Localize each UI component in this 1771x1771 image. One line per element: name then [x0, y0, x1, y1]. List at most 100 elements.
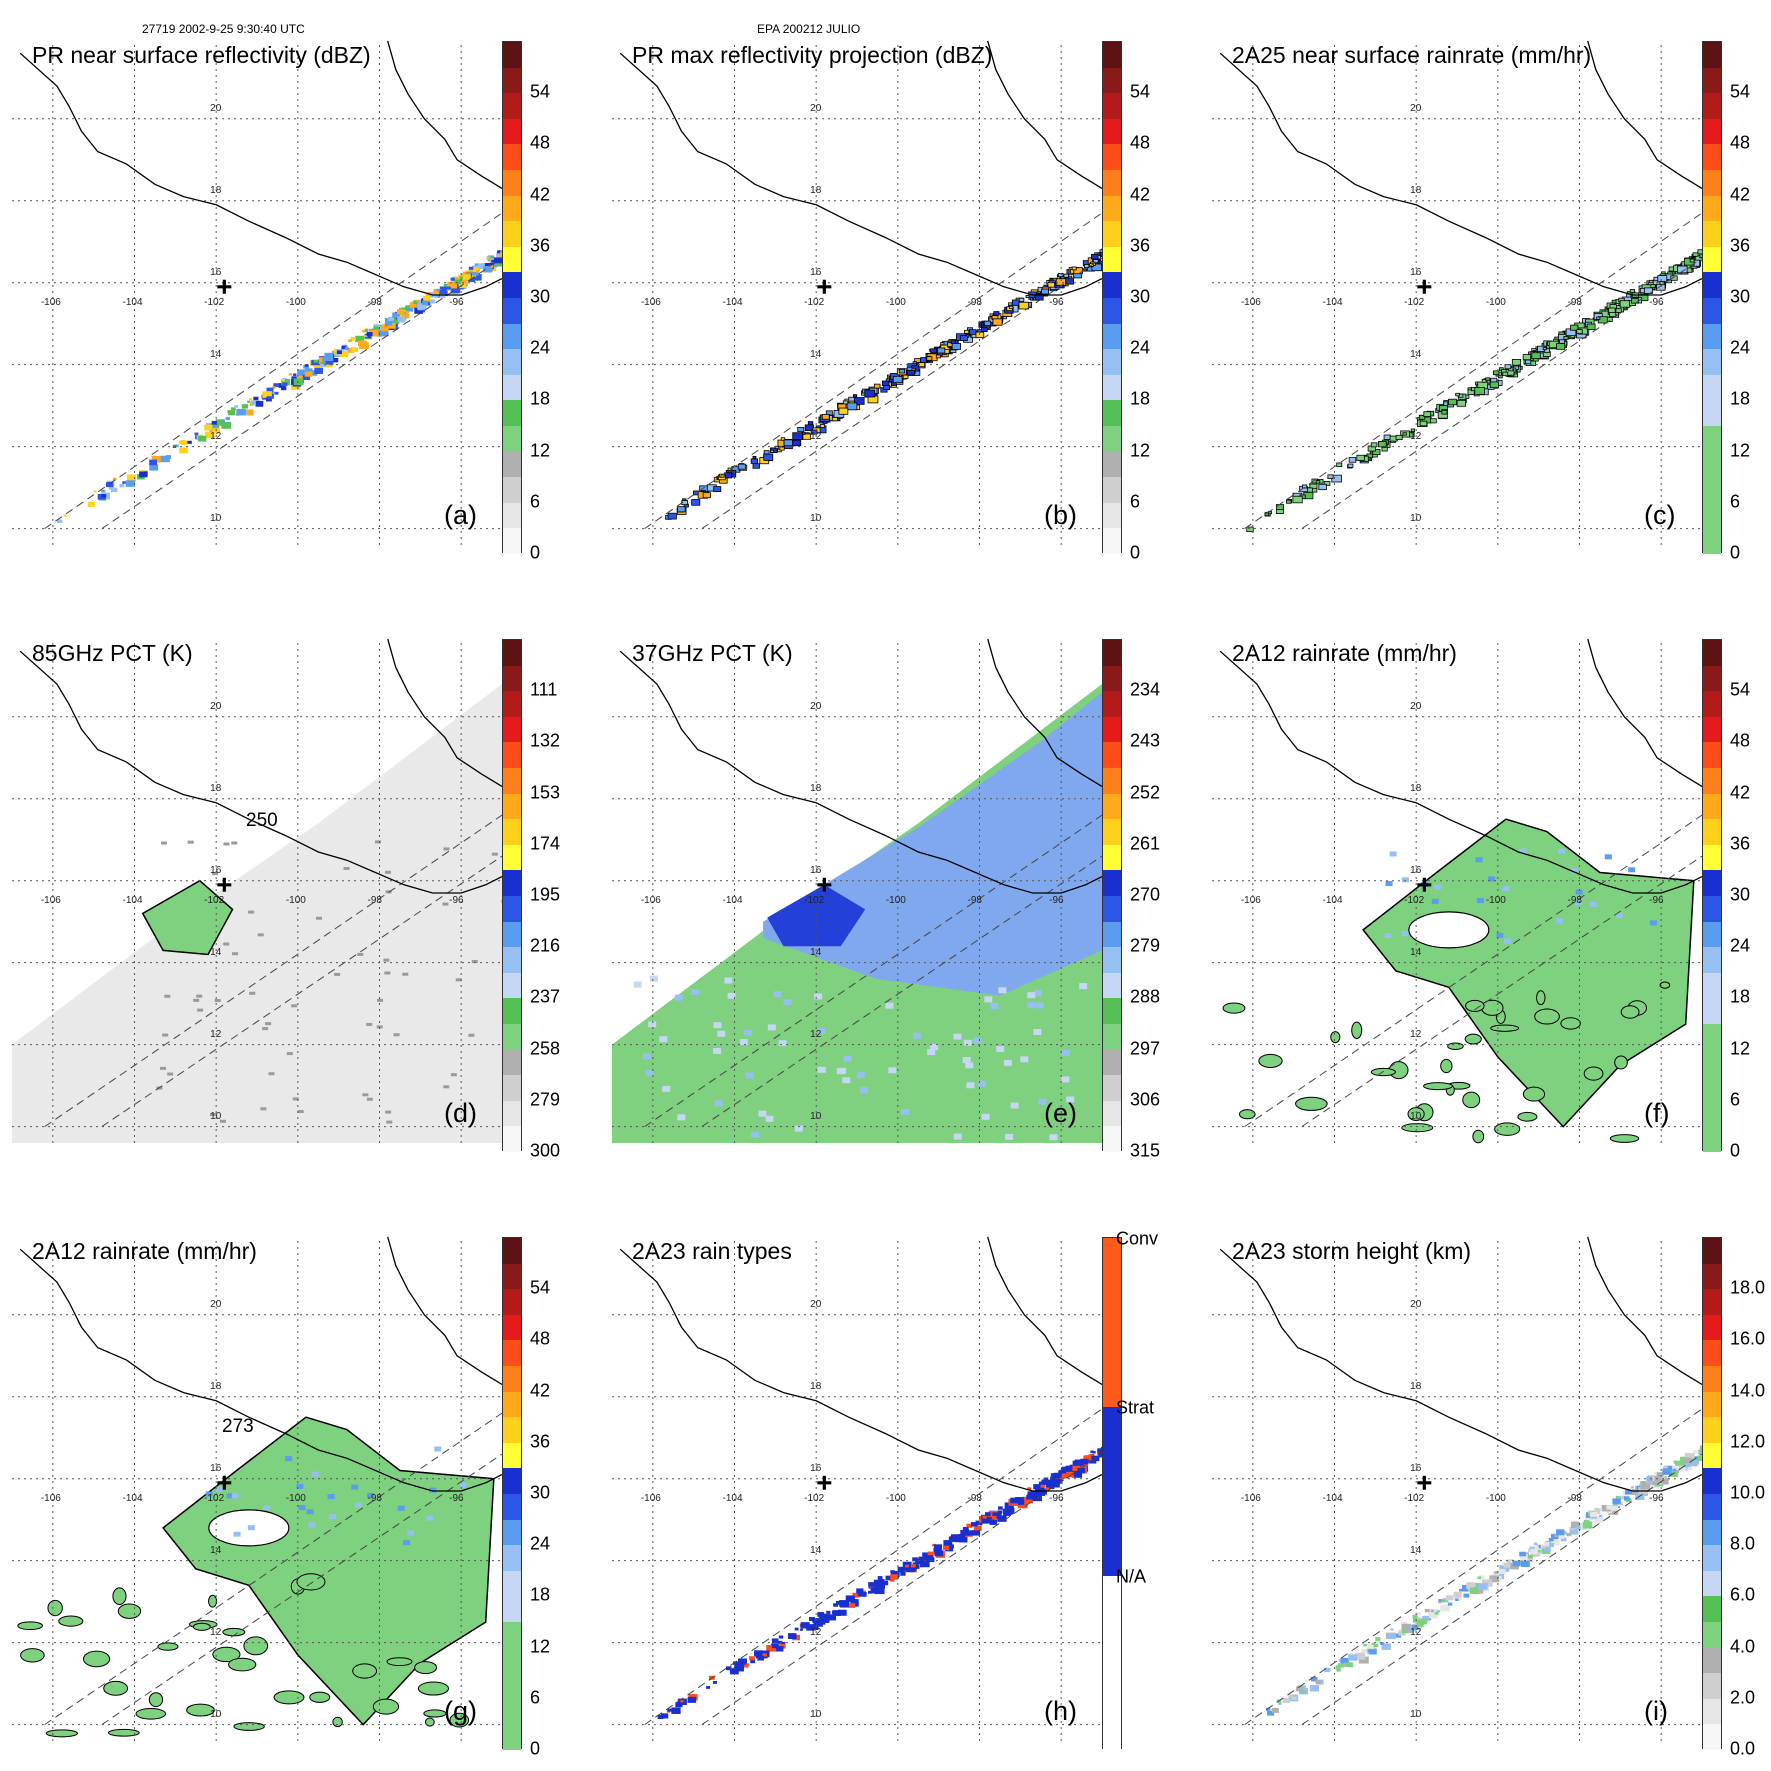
map-canvas-e [612, 638, 1103, 1143]
lon-label: -96 [1049, 894, 1064, 906]
pct-pixel [745, 1072, 754, 1079]
pr-pixel [496, 253, 502, 258]
pr-pixel [348, 339, 353, 343]
colorbar-segment [503, 1049, 521, 1076]
pr-pixel [1453, 1591, 1462, 1598]
rain-pixel [1519, 848, 1527, 854]
pr-pixel [1543, 1541, 1550, 1546]
colorbar-segment [1103, 144, 1121, 171]
rain-cell [20, 1648, 45, 1663]
pr-pixel [1007, 1507, 1012, 1511]
pr-pixel [112, 477, 117, 481]
rain-cell [1614, 1055, 1628, 1070]
rain-pixel [311, 1471, 319, 1477]
pr-pixel [905, 1565, 916, 1573]
pr-pixel [981, 1516, 992, 1524]
lat-label: 14 [210, 946, 222, 958]
pct-core-region [767, 884, 866, 947]
pr-pixel [752, 455, 757, 459]
pct-pixel [767, 1024, 776, 1031]
pct-pixel [645, 1070, 654, 1077]
pr-pixel [325, 359, 334, 365]
pr-pixel [1305, 1679, 1309, 1682]
pr-pixel [309, 370, 318, 376]
pct-pixel [471, 960, 478, 964]
colorbar-tick: 24 [1730, 337, 1751, 358]
pct-pixel [758, 1110, 767, 1117]
pct-pixel [249, 991, 256, 995]
pct-pixel [713, 1048, 722, 1055]
colorbar-segment [1703, 819, 1721, 846]
colorbar-segment [1103, 195, 1121, 222]
pr-pixel [1498, 1568, 1506, 1575]
rain-cell [1440, 1058, 1453, 1074]
colorbar-tick: 12.0 [1730, 1431, 1766, 1452]
lon-label: -106 [40, 296, 61, 308]
pct-pixel [778, 1040, 787, 1047]
colorbar-segment [1703, 768, 1721, 795]
lat-label: 16 [210, 864, 222, 876]
pct-pixel [219, 1119, 226, 1123]
pr-pixel [1650, 284, 1656, 289]
colorbar-tick: 237 [530, 986, 561, 1007]
lat-label: 12 [1410, 430, 1422, 442]
rain-cell [273, 1690, 305, 1705]
colorbar-tick: 2.0 [1730, 1687, 1756, 1708]
pr-pixel [486, 256, 490, 259]
pr-pixel [1643, 287, 1653, 294]
pr-pixel [417, 303, 427, 310]
pct-pixel [927, 1049, 936, 1056]
colorbar-tick: 261 [1130, 833, 1161, 854]
pr-pixel [180, 440, 186, 444]
map-panel-g: 20 18 16 14 12 10 -106 -104 -102 -100 -98 -96 273 2A1… [0, 1196, 560, 1759]
pr-pixel [211, 420, 217, 425]
colorbar-segment [1103, 528, 1121, 555]
lat-label: 18 [810, 782, 822, 794]
pr-pixel [1077, 1467, 1086, 1474]
colorbar-tick: 4.0 [1730, 1636, 1756, 1657]
pr-pixel [1589, 1511, 1598, 1517]
pr-pixel [1418, 1618, 1428, 1625]
pr-pixel [1596, 316, 1601, 320]
pr-pixel [1323, 480, 1331, 486]
pr-pixel [1445, 1595, 1454, 1601]
colorbar-tick: 18 [1730, 388, 1751, 409]
pr-pixel [1072, 1465, 1080, 1471]
colorbar-segment [503, 870, 521, 897]
colorbar-segment [1703, 67, 1721, 94]
pr-pixel [266, 396, 272, 400]
pr-pixel [807, 421, 814, 426]
pr-pixel [667, 512, 677, 520]
colorbar-tick: 243 [1130, 730, 1161, 751]
pr-pixel [960, 1529, 969, 1536]
pr-pixel [1527, 1548, 1533, 1552]
colorbar-strip [502, 639, 522, 1153]
colorbar-segment [503, 349, 521, 376]
colorbar-segment [1703, 691, 1721, 718]
rain-cell [233, 1722, 265, 1731]
pct-pixel [727, 992, 736, 999]
contour-label: 250 [246, 810, 278, 831]
rain-cell [386, 1657, 413, 1667]
pct-pixel [214, 999, 221, 1003]
pr-pixel [1065, 1465, 1072, 1470]
colorbar-segment [503, 665, 521, 692]
pct-pixel [160, 1066, 167, 1070]
colorbar-segment [503, 1366, 521, 1393]
pr-pixel [351, 347, 358, 353]
pct-swath-d [12, 684, 502, 1143]
pr-pixel [1438, 1601, 1442, 1604]
pr-pixel [1419, 420, 1428, 427]
rain-pixel [231, 1493, 239, 1499]
pr-pixel [1246, 526, 1254, 533]
map-panel-b: 20 18 16 14 12 10 -106 -104 -102 -100 -98 -96 PR max… [600, 0, 1160, 563]
colorbar-segment [503, 118, 521, 145]
colorbar-segment [503, 844, 521, 871]
pr-pixel [108, 485, 114, 490]
pr-pixel [422, 300, 429, 306]
rain-pixel [354, 1502, 362, 1508]
colorbar-segment [1703, 1519, 1721, 1546]
pr-pixel [827, 1614, 837, 1621]
colorbar-segment [1703, 1494, 1721, 1521]
pr-pixel [1288, 1694, 1294, 1698]
